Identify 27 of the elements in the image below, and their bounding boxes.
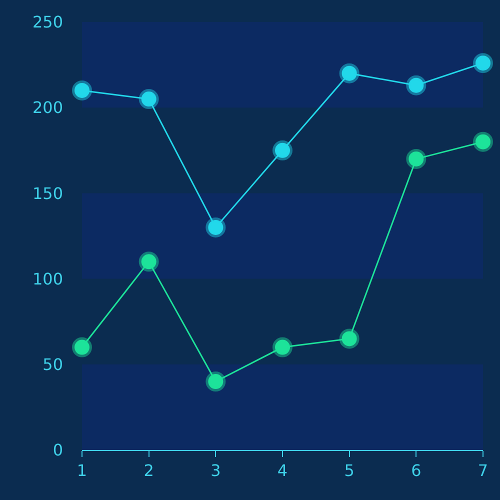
point [138,89,159,110]
x-tick-label: 6 [411,461,422,480]
y-tick-label: 0 [52,440,63,460]
point [406,75,426,96]
point [72,337,92,358]
y-tick-label: 100 [32,269,63,288]
x-tick-label: 2 [144,461,154,480]
point [272,140,292,160]
point [206,372,226,392]
point [339,328,360,349]
x-tick-label: 7 [478,461,488,480]
y-tick-label: 50 [42,355,63,374]
point [272,337,292,358]
point [473,132,493,152]
x-tick-label: 5 [344,461,354,480]
point [339,63,360,84]
point [138,252,159,272]
point [72,80,92,100]
point [406,148,426,169]
x-tick-label: 4 [277,461,288,480]
x-tick-label: 3 [210,461,221,480]
x-tick-label: 1 [76,461,88,480]
point [206,217,226,238]
y-tick-label: 250 [32,12,63,32]
y-tick-label: 200 [32,98,63,118]
point [473,53,493,74]
y-tick-label: 150 [32,184,63,203]
